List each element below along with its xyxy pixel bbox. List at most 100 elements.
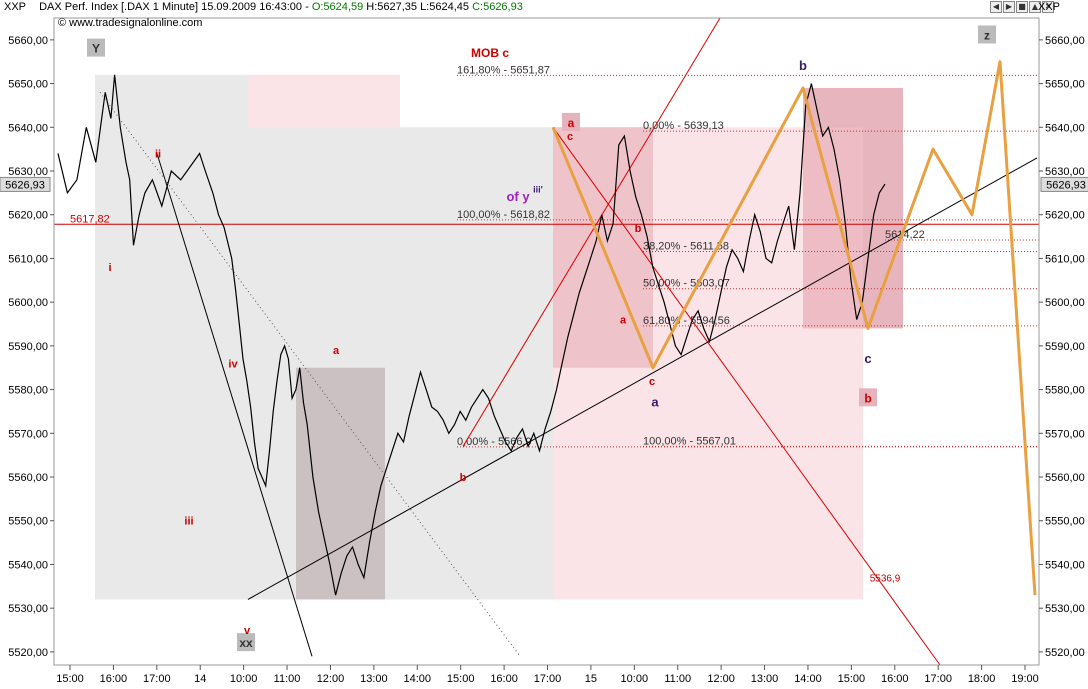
source-label: © www.tradesignalonline.com	[58, 17, 203, 29]
y-tick-label-left: 5530,00	[8, 603, 48, 615]
last-price-label-right: 5626,93	[1046, 179, 1086, 191]
y-tick-label-left: 5570,00	[8, 428, 48, 440]
zone-grey	[95, 74, 248, 600]
x-tick-label: 12:00	[317, 673, 345, 685]
x-tick-label: 15:00	[838, 673, 866, 685]
y-tick-label-right: 5550,00	[1045, 516, 1085, 528]
label-box	[237, 633, 255, 652]
chart-header: XXP DAX Perf. Index [.DAX 1 Minute] 15.0…	[4, 1, 523, 13]
y-tick-label-left: 5540,00	[8, 559, 48, 571]
y-tick-label-left: 5650,00	[8, 79, 48, 91]
y-tick-label-right: 5660,00	[1045, 35, 1085, 47]
zone-greydark	[296, 367, 385, 600]
level-label: 0,00% - 5639,13	[643, 120, 724, 132]
x-tick-label: 17:00	[924, 673, 952, 685]
wave-label: Y	[92, 42, 100, 56]
wave-label: a	[568, 116, 575, 130]
level-label: 50,00% - 5603,07	[643, 278, 730, 290]
label-box	[87, 38, 105, 57]
close-icon[interactable]: ✕	[1042, 1, 1054, 13]
wave-projection	[551, 60, 1037, 596]
y-tick-label-left: 5600,00	[8, 297, 48, 309]
y-tick-label-left: 5620,00	[8, 210, 48, 222]
y-tick-label-left: 5590,00	[8, 341, 48, 353]
x-tick-label: 16:00	[490, 673, 518, 685]
y-tick-label-right: 5640,00	[1045, 122, 1085, 134]
x-tick-label: 17:00	[143, 673, 171, 685]
chart-title: DAX Perf. Index [.DAX 1 Minute] 15.09.20…	[39, 1, 303, 13]
wave-label: MOB c	[471, 46, 509, 60]
wave-label: b	[799, 58, 807, 73]
wave-label: i	[108, 262, 111, 274]
x-tick-label: 18:00	[968, 673, 996, 685]
x-tick-label: 11:00	[274, 673, 301, 685]
plot-frame	[53, 17, 1040, 666]
wave-label: iii	[184, 516, 193, 528]
y-tick-label-right: 5530,00	[1045, 603, 1085, 615]
price-line	[57, 74, 886, 596]
last-price-label-left-box	[0, 176, 51, 192]
y-tick-label-right: 5570,00	[1045, 428, 1085, 440]
minimize-icon[interactable]: ■	[1016, 1, 1028, 13]
last-price-label-left: 5626,93	[5, 179, 45, 191]
wave-label: a	[651, 395, 659, 410]
x-tick-label: 19:00	[1011, 673, 1039, 685]
wave-label: b	[460, 472, 467, 484]
symbol-label[interactable]: XXP	[4, 1, 27, 13]
wave-label: z	[984, 28, 990, 42]
wave-label: a	[620, 315, 627, 327]
y-tick-label-right: 5520,00	[1045, 647, 1085, 659]
label-box	[978, 25, 996, 44]
x-tick-label: 14:00	[794, 673, 822, 685]
x-tick-label: 11:00	[664, 673, 691, 685]
y-tick-label-left: 5520,00	[8, 647, 48, 659]
y-tick-label-left: 5660,00	[8, 35, 48, 47]
y-tick-label-left: 5640,00	[8, 122, 48, 134]
x-tick-label: 17:00	[534, 673, 562, 685]
wave-label: v	[244, 625, 251, 637]
x-tick-label: 12:00	[707, 673, 735, 685]
x-tick-label: 10:00	[621, 673, 649, 685]
red-trend-line	[462, 17, 721, 447]
fibonacci-levels: 5617,82 161,80% - 5651,87 0,00% - 5639,13 1…	[54, 64, 1039, 448]
scroll-right-icon[interactable]: ▶	[1003, 1, 1015, 13]
y-tick-label-left: 5630,00	[8, 166, 48, 178]
wave-label: b	[864, 391, 871, 405]
level-label: 0,00% - 5566,9	[457, 436, 532, 448]
x-tick-label: 14:00	[404, 673, 432, 685]
maximize-icon[interactable]: ▲	[1029, 1, 1041, 13]
black-trend-line	[156, 153, 313, 657]
label-box	[562, 112, 580, 131]
x-tick-label: 15	[585, 673, 597, 685]
wave-label: b	[635, 223, 642, 235]
wave-label: of y	[506, 189, 530, 204]
close-value: C:5626,93	[472, 1, 523, 13]
y-tick-label-left: 5560,00	[8, 472, 48, 484]
level-label: 100,00% - 5567,01	[643, 435, 736, 447]
x-tick-label: 16:00	[100, 673, 128, 685]
y-tick-label-right: 5580,00	[1045, 385, 1085, 397]
y-tick-label-right: 5540,00	[1045, 559, 1085, 571]
orange-projection-line	[551, 60, 1037, 596]
wave-label: c	[864, 351, 871, 366]
level-label: 100,00% - 5618,82	[457, 209, 550, 221]
y-tick-label-right: 5610,00	[1045, 253, 1085, 265]
level-label: 61,80% - 5594,56	[643, 315, 730, 327]
y-tick-label-right: 5650,00	[1045, 79, 1085, 91]
black-trend-line	[247, 157, 1038, 600]
y-tick-label-right: 5590,00	[1045, 341, 1085, 353]
y-tick-label-left: 5610,00	[8, 253, 48, 265]
level-label: 38,20% - 5611,58	[643, 241, 729, 253]
chart-axes: 5520,00 5520,00 5530,00 5530,00 5540,00 5540,…	[0, 17, 1088, 685]
scroll-left-icon[interactable]: ◀	[990, 1, 1002, 13]
x-tick-label: 16:00	[881, 673, 909, 685]
wave-label: iii'	[533, 184, 543, 194]
x-tick-label: 14	[194, 673, 206, 685]
wave-label: a	[333, 345, 340, 357]
x-tick-label: 13:00	[751, 673, 779, 685]
window-buttons: ◀ ▶ ■ ▲ ✕	[990, 1, 1054, 13]
y-tick-label-left: 5550,00	[8, 516, 48, 528]
wave-zones	[95, 74, 903, 600]
open-value: O:5624,59	[311, 1, 364, 13]
red-trend-line	[552, 126, 941, 666]
